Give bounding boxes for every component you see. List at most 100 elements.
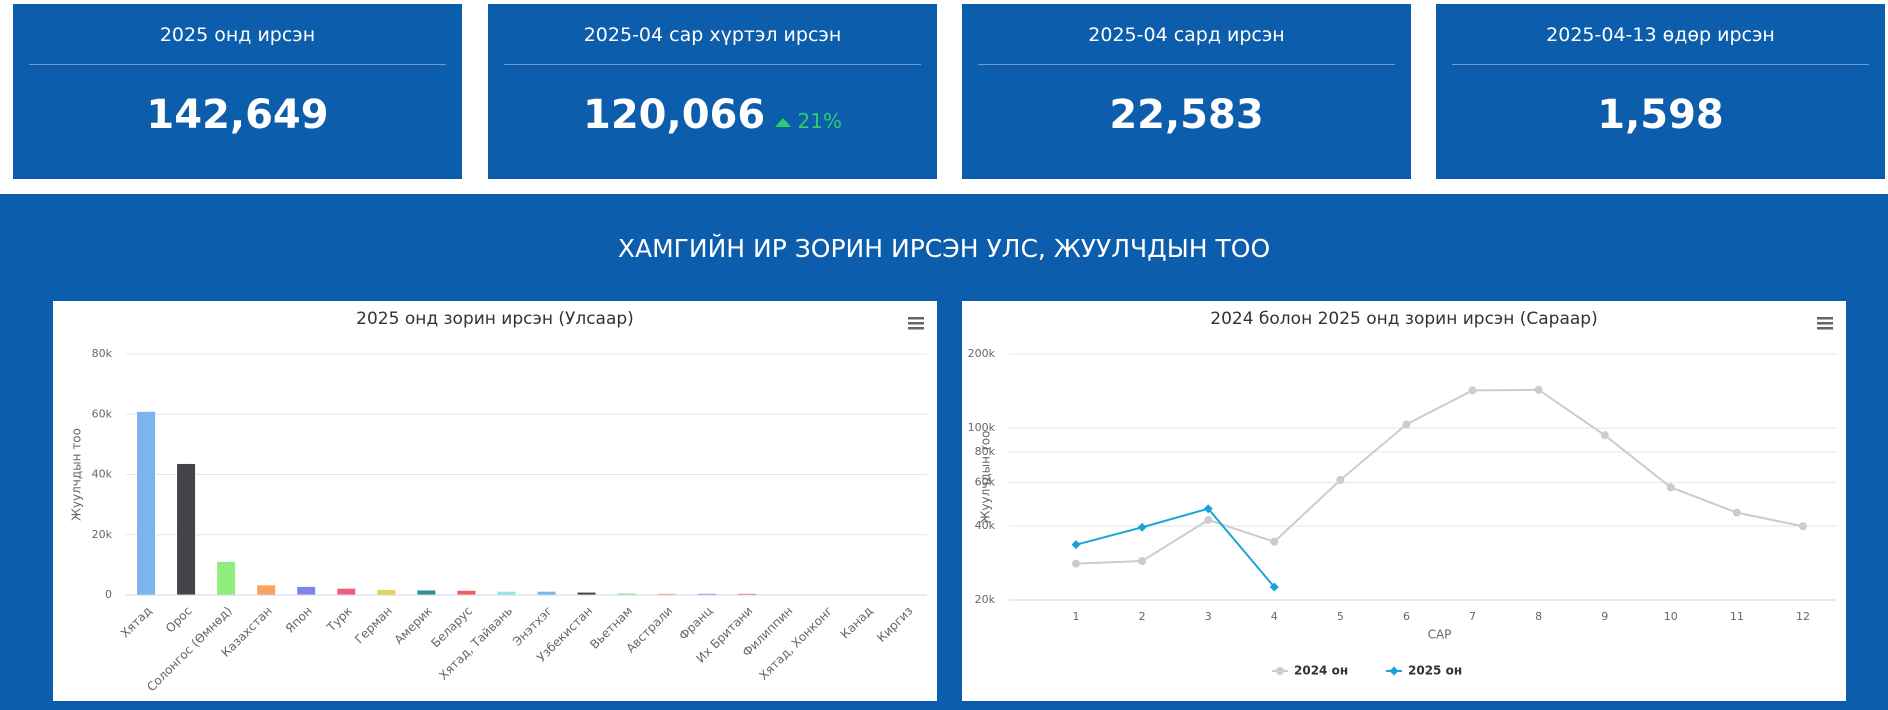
- point: [1732, 508, 1741, 517]
- point: [1336, 475, 1345, 484]
- stat-card: 2025-04-13 өдөр ирсэн 1,598: [1436, 4, 1885, 179]
- x-tick-label: 12: [1796, 610, 1810, 623]
- x-tick-label: Турк: [324, 604, 355, 635]
- point: [1071, 540, 1081, 550]
- chart-panel: 2024 болон 2025 онд зорин ирсэн (Сараар)…: [962, 301, 1846, 701]
- card-title: 2025-04-13 өдөр ирсэн: [1546, 24, 1775, 46]
- bar: [657, 593, 676, 595]
- x-tick-label: Хятад: [118, 604, 155, 641]
- point: [1666, 483, 1675, 492]
- card-value-row: 120,066 21%: [488, 92, 937, 138]
- stat-card: 2025 онд ирсэн 142,649: [13, 4, 462, 179]
- bar: [737, 593, 756, 595]
- y-tick-label: 100k: [968, 421, 996, 434]
- bar: [697, 593, 716, 595]
- legend-label[interactable]: 2025 он: [1408, 664, 1462, 678]
- y-tick-label: 200k: [968, 347, 996, 360]
- x-tick-label: 6: [1403, 610, 1410, 623]
- series-line: [1075, 507, 1276, 588]
- bar: [177, 463, 196, 595]
- up-arrow: [775, 118, 792, 127]
- x-tick-label: 11: [1730, 610, 1744, 623]
- legend-symbol[interactable]: [1276, 667, 1284, 675]
- x-tick-label: 10: [1664, 610, 1678, 623]
- card-value: 1,598: [1597, 92, 1724, 138]
- x-tick-label: 3: [1205, 610, 1212, 623]
- chart-panel: 2025 онд зорин ирсэн (Улсаар) Жуулчдын то…: [53, 301, 937, 701]
- series-line: [1076, 388, 1804, 565]
- bar: [257, 585, 276, 595]
- y-tick-label: 60k: [92, 407, 113, 420]
- card-title: 2025 онд ирсэн: [159, 24, 316, 46]
- x-tick-label: 7: [1469, 610, 1476, 623]
- y-axis-label: Жуулчдын тоо: [70, 428, 84, 521]
- point: [1269, 582, 1279, 592]
- x-tick-label: Хятад, Хонконг: [756, 604, 835, 683]
- divider: [504, 64, 921, 65]
- x-tick-label: 2: [1139, 610, 1146, 623]
- x-tick-label: Орос: [163, 604, 195, 636]
- bar: [297, 586, 316, 595]
- point: [1534, 385, 1543, 394]
- y-tick-label: 40k: [975, 519, 996, 532]
- y-axis-label: Жуулчдын тоо: [979, 431, 993, 524]
- x-tick-label: 8: [1535, 610, 1542, 623]
- menu-button[interactable]: [908, 317, 924, 330]
- point: [1138, 557, 1147, 566]
- card-value: 142,649: [146, 92, 329, 138]
- y-tick-label: 0: [105, 588, 112, 601]
- x-tick-label: 4: [1271, 610, 1278, 623]
- bar: [457, 590, 476, 595]
- point: [1203, 504, 1213, 514]
- bar: [537, 591, 556, 595]
- x-tick-label: 5: [1337, 610, 1344, 623]
- bar: [337, 588, 356, 595]
- x-tick-label: Франц: [676, 604, 715, 643]
- stat-card: 2025-04 сард ирсэн 22,583: [962, 4, 1411, 179]
- stat-card: 2025-04 сар хүртэл ирсэн 120,066 21%: [488, 4, 937, 179]
- card-title: 2025-04 сард ирсэн: [1088, 24, 1285, 46]
- legend-symbol[interactable]: [1389, 666, 1399, 676]
- y-tick-label: 60k: [975, 476, 996, 489]
- point: [1137, 522, 1147, 532]
- y-tick-label: 80k: [92, 347, 113, 360]
- bar: [417, 590, 436, 595]
- section: ХАМГИЙН ИР ЗОРИН ИРСЭН УЛС, ЖУУЛЧДЫН ТОО…: [0, 194, 1888, 710]
- point: [1204, 515, 1213, 524]
- chart-title: 2024 болон 2025 онд зорин ирсэн (Сараар): [1210, 309, 1597, 329]
- bar: [137, 411, 156, 595]
- legend-label[interactable]: 2024 он: [1294, 664, 1348, 678]
- point: [1468, 386, 1477, 395]
- card-value: 22,583: [1109, 92, 1264, 138]
- x-tick-label: Киргиз: [874, 604, 915, 645]
- bar: [377, 589, 396, 595]
- y-tick-label: 80k: [975, 445, 996, 458]
- chart-title: 2025 онд зорин ирсэн (Улсаар): [356, 309, 634, 329]
- change-value: 21%: [797, 109, 842, 133]
- point: [1402, 420, 1411, 429]
- card-value: 120,066: [583, 92, 766, 138]
- menu-button[interactable]: [1817, 317, 1833, 330]
- x-tick-label: Хятад, Тайвань: [436, 604, 515, 683]
- x-tick-label: Герман: [352, 604, 395, 647]
- x-tick-label: 9: [1601, 610, 1608, 623]
- y-tick-label: 20k: [975, 593, 996, 606]
- section-title: ХАМГИЙН ИР ЗОРИН ИРСЭН УЛС, ЖУУЛЧДЫН ТОО: [617, 234, 1271, 263]
- x-tick-label: 1: [1073, 610, 1080, 623]
- x-tick-label: Канад: [838, 604, 876, 642]
- point: [1072, 559, 1081, 568]
- x-tick-label: Япон: [283, 604, 315, 636]
- point: [1798, 522, 1807, 531]
- bar: [577, 592, 596, 595]
- chart: 2024 болон 2025 онд зорин ирсэн (Сараар)…: [968, 309, 1836, 678]
- change: 21%: [775, 109, 842, 133]
- y-tick-label: 20k: [92, 528, 113, 541]
- point: [1270, 537, 1279, 546]
- bar: [617, 593, 636, 595]
- x-axis-label: САР: [1428, 628, 1452, 642]
- card-title: 2025-04 сар хүртэл ирсэн: [583, 24, 842, 46]
- divider: [29, 64, 446, 65]
- y-tick-label: 40k: [92, 468, 113, 481]
- chart: 2025 онд зорин ирсэн (Улсаар) Жуулчдын то…: [70, 309, 927, 694]
